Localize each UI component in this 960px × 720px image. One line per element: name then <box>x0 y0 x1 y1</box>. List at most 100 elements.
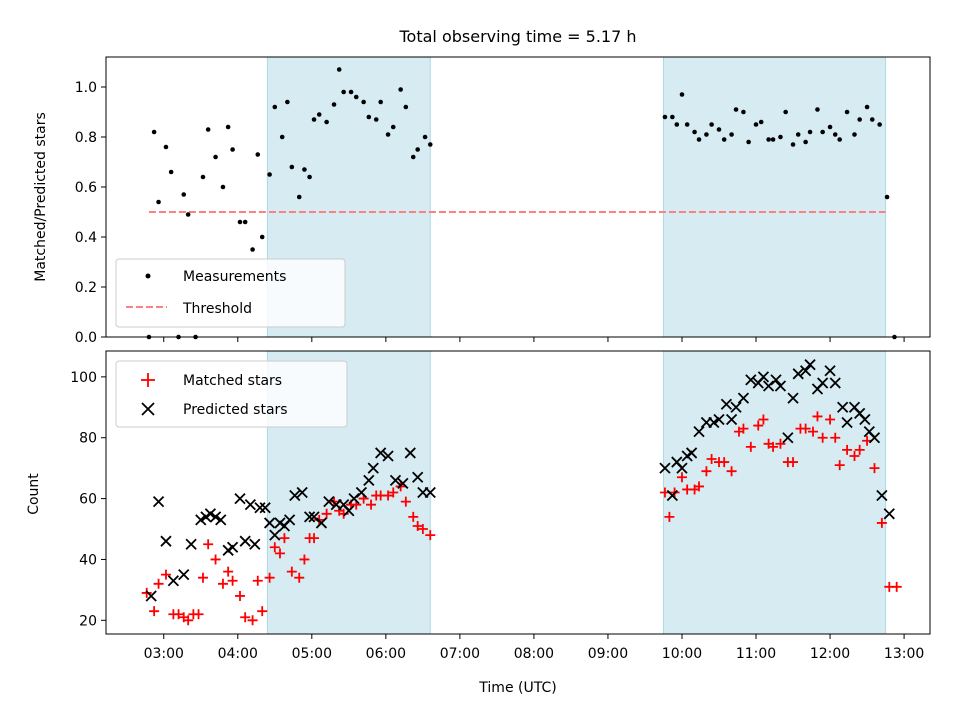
x-tick-label: 04:00 <box>218 646 258 662</box>
measurement-point <box>242 219 248 225</box>
legend-matched-label: Matched stars <box>183 373 282 389</box>
count-panel-frame <box>105 350 931 635</box>
matched-star-point <box>738 423 749 434</box>
predicted-star-point <box>348 492 360 505</box>
ratio-y-axis-label: Matched/Predicted stars <box>33 112 49 282</box>
predicted-star-point <box>725 413 738 426</box>
x-tick-label: 06:00 <box>366 646 406 662</box>
measurement-point <box>877 122 882 127</box>
predicted-star-point <box>239 535 251 547</box>
matched-star-point <box>286 566 297 577</box>
matched-star-point <box>854 444 865 455</box>
measurement-point <box>272 104 278 110</box>
measurement-point <box>758 119 764 125</box>
predicted-star-point <box>289 489 301 502</box>
predicted-star-point <box>804 359 816 371</box>
measurement-point <box>696 137 702 142</box>
matched-star-point <box>808 426 819 437</box>
measurement-point <box>289 164 295 170</box>
predicted-stars-points <box>145 359 895 602</box>
measurement-point <box>185 212 191 217</box>
predicted-star-point <box>234 492 246 505</box>
predicted-star-point <box>757 371 770 383</box>
matched-star-point <box>694 481 705 492</box>
matched-star-point <box>264 572 275 583</box>
measurement-point <box>741 109 746 115</box>
predicted-star-point <box>185 538 197 550</box>
count-legend-box <box>115 360 348 428</box>
x-tick-label: 10:00 <box>662 646 702 662</box>
predicted-star-point <box>412 471 424 483</box>
matched-star-point <box>210 554 221 565</box>
measurement-point <box>803 139 808 145</box>
matched-star-point <box>842 444 853 455</box>
measurement-point <box>857 117 862 122</box>
measurement-point <box>832 132 838 137</box>
matched-star-point <box>758 414 769 425</box>
measurement-point <box>279 134 285 140</box>
predicted-star-point <box>799 365 812 377</box>
predicted-star-point <box>375 447 387 459</box>
predicted-star-point <box>226 541 239 553</box>
matched-star-point <box>834 460 845 471</box>
predicted-star-point <box>254 502 266 514</box>
measurement-point <box>422 134 428 140</box>
matched-star-point <box>383 490 394 501</box>
predicted-star-point <box>249 538 261 550</box>
matched-star-point <box>388 487 399 498</box>
measurement-point <box>733 107 739 112</box>
x-tick-label: 11:00 <box>736 646 776 662</box>
measurement-point <box>670 114 675 120</box>
matched-star-point <box>825 414 836 425</box>
count-y-axis-label: Count <box>26 473 42 515</box>
matched-star-point <box>240 612 251 623</box>
measurement-point <box>267 172 272 177</box>
observing-window-2 <box>662 350 887 635</box>
count-panel: 20 40 60 80 100 03:00 04:00 05:00 06:00 07:00 08:… <box>26 350 931 696</box>
predicted-star-point <box>745 374 757 386</box>
measurement-point <box>285 99 290 105</box>
measurement-point <box>815 107 820 112</box>
legend-measurements-marker <box>145 273 151 279</box>
predicted-star-point <box>303 511 316 523</box>
predicted-star-point <box>817 377 829 389</box>
matched-star-point <box>183 615 194 626</box>
matched-star-point <box>817 432 828 443</box>
measurement-point <box>679 92 685 97</box>
x-tick-label: 09:00 <box>588 646 628 662</box>
matched-star-point <box>408 511 419 522</box>
predicted-star-point <box>693 426 705 438</box>
matched-star-point <box>247 615 258 626</box>
measurement-point <box>709 122 714 127</box>
matched-star-point <box>153 578 164 589</box>
measurement-point <box>255 152 261 157</box>
x-tick-label: 13:00 <box>884 646 924 662</box>
predicted-star-point <box>283 514 296 526</box>
measurement-point <box>163 144 169 150</box>
predicted-star-point <box>343 505 355 517</box>
predicted-star-point <box>145 590 157 602</box>
measurement-point <box>168 169 174 175</box>
measurement-point <box>200 174 206 180</box>
predicted-star-point <box>195 514 207 526</box>
measurement-point <box>844 109 850 115</box>
predicted-star-point <box>859 413 871 426</box>
legend-predicted-marker <box>141 402 155 416</box>
predicted-star-point <box>259 502 271 514</box>
measurement-point <box>156 199 161 205</box>
predicted-star-point <box>829 377 841 389</box>
predicted-star-point <box>382 450 394 462</box>
predicted-star-point <box>792 368 804 380</box>
y-tick-label: 100 <box>70 370 97 386</box>
ratio-legend-box <box>115 258 346 328</box>
measurement-point <box>770 137 776 142</box>
x-tick-label: 08:00 <box>514 646 554 662</box>
measurement-point <box>385 132 391 137</box>
predicted-star-point <box>737 392 750 404</box>
measurement-point <box>341 89 346 95</box>
predicted-star-point <box>713 413 725 426</box>
predicted-star-point <box>160 535 172 547</box>
predicted-star-point <box>308 511 320 523</box>
measurement-point <box>237 219 243 225</box>
legend-matched-marker <box>141 373 155 387</box>
